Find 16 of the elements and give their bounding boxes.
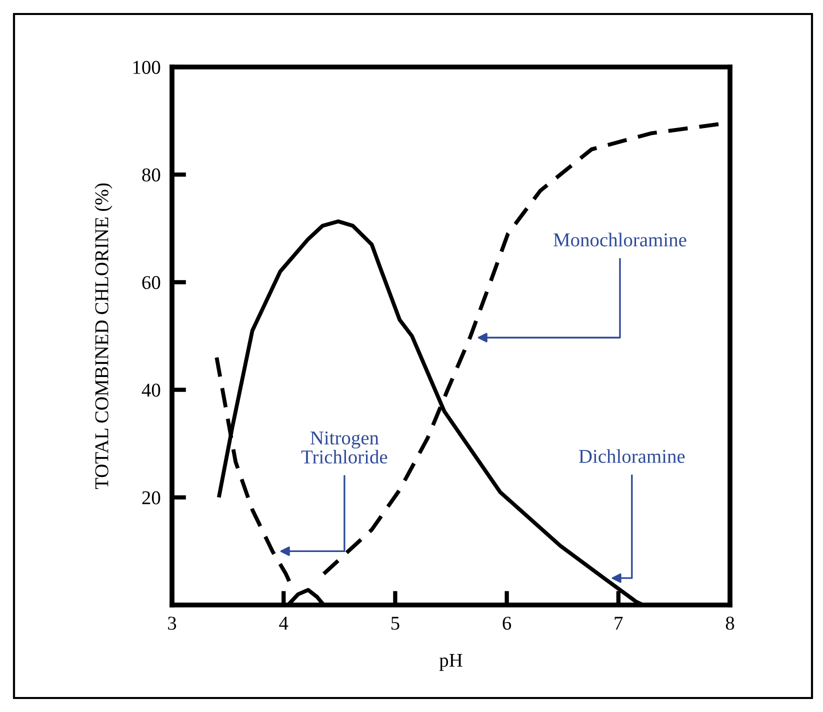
x-tick-label: 5: [391, 616, 400, 630]
annotation: Monochloramine: [554, 232, 686, 246]
y-tick-label: 100: [133, 60, 160, 74]
x-tick-label: 7: [614, 616, 623, 630]
x-axis-title: pH: [439, 654, 462, 671]
y-tick-label: 60: [142, 276, 160, 290]
annotation: Nitrogen Trichloride: [301, 431, 388, 464]
x-tick-label: 4: [279, 616, 288, 630]
y-tick-label: 20: [142, 491, 160, 504]
x-tick-label: 8: [726, 616, 734, 630]
y-axis-title: TOTAL COMBINED CHLORINE (%): [94, 183, 112, 490]
x-tick-label: 3: [168, 616, 176, 630]
annotation: Dichloramine: [578, 449, 685, 463]
y-tick-label: 80: [142, 168, 160, 182]
x-tick-label: 6: [502, 616, 512, 630]
y-tick-label: 40: [142, 384, 160, 397]
